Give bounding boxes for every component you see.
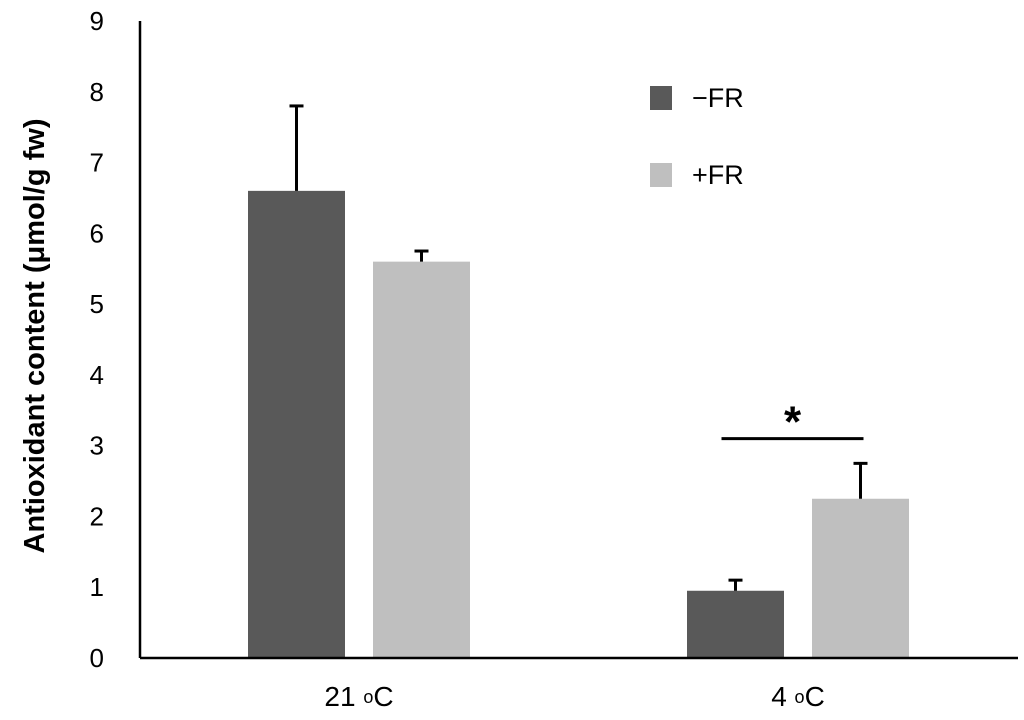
legend: −FR +FR bbox=[650, 83, 744, 190]
legend-swatch-minus-fr bbox=[650, 86, 672, 110]
y-tick-label: 7 bbox=[90, 148, 104, 178]
bar-minus-fr-1 bbox=[687, 590, 784, 658]
x-tick-labels-group: 21 oC 4 oC bbox=[324, 681, 824, 712]
x-tick-label-degree: o bbox=[795, 687, 805, 707]
significance-star: * bbox=[784, 398, 802, 447]
x-tick-label-value: 21 bbox=[324, 681, 363, 712]
y-axis-label: Antioxidant content (μmol/g fw) bbox=[19, 119, 51, 554]
legend-swatch-plus-fr bbox=[650, 163, 672, 187]
y-tick-label: 1 bbox=[90, 572, 104, 602]
bar-plus-fr-0 bbox=[373, 261, 470, 658]
x-tick-label-unit: C bbox=[373, 681, 393, 712]
annotation-group: * bbox=[721, 398, 864, 447]
y-tick-label: 0 bbox=[90, 643, 104, 673]
bars-group bbox=[248, 190, 909, 658]
y-tick-label: 8 bbox=[90, 77, 104, 107]
x-tick-label-value: 4 bbox=[771, 681, 794, 712]
x-tick-label-unit: C bbox=[805, 681, 825, 712]
x-tick-label-degree: o bbox=[363, 687, 373, 707]
bar-minus-fr-0 bbox=[248, 190, 345, 658]
y-tick-label: 5 bbox=[90, 289, 104, 319]
x-tick-label: 21 oC bbox=[324, 681, 393, 712]
x-tick-label: 4 oC bbox=[771, 681, 825, 712]
axes-group bbox=[138, 21, 1018, 660]
error-bars-group bbox=[289, 104, 868, 591]
y-tick-label: 2 bbox=[90, 501, 104, 531]
y-tick-label: 6 bbox=[90, 218, 104, 248]
legend-label-minus-fr: −FR bbox=[692, 83, 744, 113]
y-tick-label: 9 bbox=[90, 6, 104, 36]
y-tick-label: 4 bbox=[90, 360, 104, 390]
legend-label-plus-fr: +FR bbox=[692, 160, 744, 190]
y-tick-label: 3 bbox=[90, 431, 104, 461]
y-tick-labels-group: 0 1 2 3 4 5 6 7 8 9 bbox=[90, 6, 104, 673]
bar-plus-fr-1 bbox=[812, 498, 909, 658]
y-axis-label-group: Antioxidant content (μmol/g fw) bbox=[19, 119, 51, 554]
